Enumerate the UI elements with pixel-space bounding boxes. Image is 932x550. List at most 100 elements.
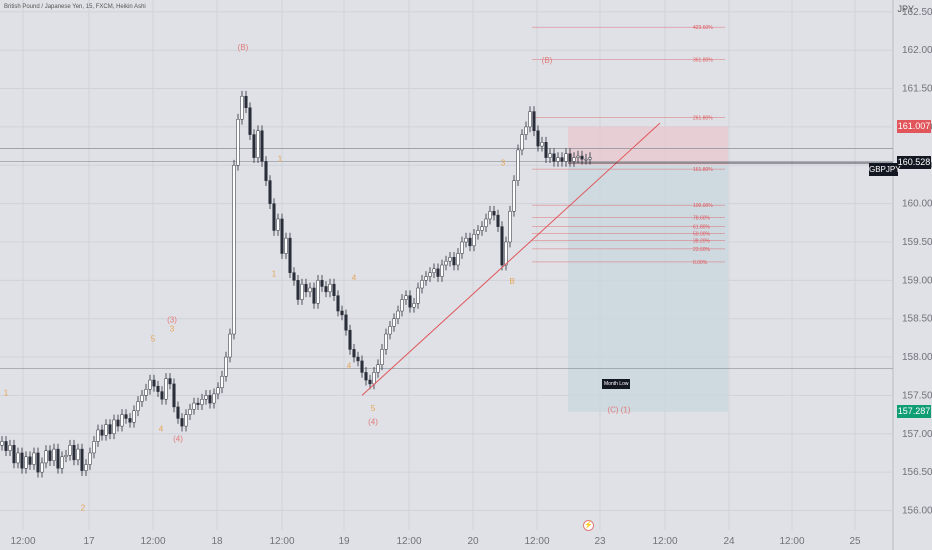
candle-body bbox=[4, 441, 8, 451]
candle-body bbox=[356, 356, 360, 362]
x-tick-label: 25 bbox=[849, 536, 861, 547]
candle-body bbox=[48, 450, 52, 461]
candle-body bbox=[300, 283, 304, 300]
y-tick-label: 156.000 bbox=[902, 505, 932, 516]
candle-body bbox=[444, 260, 448, 266]
candle-body bbox=[64, 455, 68, 458]
candle-body bbox=[472, 234, 476, 247]
candle-body bbox=[100, 429, 104, 436]
y-tick-label: 161.500 bbox=[902, 84, 932, 95]
stop-loss-zone[interactable] bbox=[568, 126, 728, 166]
candle-body bbox=[584, 158, 588, 161]
candle-body bbox=[132, 410, 136, 423]
candle-body bbox=[224, 356, 228, 377]
candle-body bbox=[260, 130, 264, 162]
y-tick-label: 157.500 bbox=[902, 390, 932, 401]
candle-body bbox=[240, 95, 244, 120]
y-tick-label: 157.000 bbox=[902, 429, 932, 440]
candle-body bbox=[588, 157, 592, 160]
candle-body bbox=[164, 378, 168, 400]
candle-body bbox=[88, 452, 92, 465]
candle-body bbox=[232, 165, 236, 335]
y-tick-label: 160.000 bbox=[902, 199, 932, 210]
candle-body bbox=[36, 452, 40, 473]
x-axis: 12:00 17 12:00 18 12:00 19 12:00 20 12:00 23 12:00… bbox=[10, 536, 861, 547]
wave-label: 5 bbox=[151, 335, 156, 344]
candle-body bbox=[168, 378, 172, 385]
wave-label: 3 bbox=[170, 325, 175, 334]
x-tick-label: 23 bbox=[594, 536, 606, 547]
x-tick-label: 12:00 bbox=[269, 536, 294, 547]
candle-body bbox=[528, 111, 532, 128]
wave-label: 5 bbox=[371, 404, 376, 413]
candle-body bbox=[476, 230, 480, 235]
y-axis: 162.500162.000161.500161.000160.500160.0… bbox=[902, 7, 932, 517]
fib-level-label: 23.60% bbox=[693, 247, 711, 253]
candle-body bbox=[396, 310, 400, 319]
flash-icon[interactable]: ⚡ bbox=[583, 520, 594, 531]
candle-body bbox=[160, 391, 164, 400]
fib-level-label: 50.00% bbox=[693, 232, 711, 238]
fib-level-label: 161.80% bbox=[693, 167, 713, 173]
candle-body bbox=[8, 445, 12, 451]
take-profit-zone[interactable] bbox=[568, 165, 728, 412]
candle-body bbox=[428, 272, 432, 277]
candle-body bbox=[248, 107, 252, 135]
x-tick-label: 12:00 bbox=[10, 536, 35, 547]
candle-body bbox=[208, 395, 212, 404]
candle-body bbox=[412, 303, 416, 308]
candle-body bbox=[452, 257, 456, 266]
candle-body bbox=[120, 414, 124, 427]
target-price-tag: 157.287 bbox=[897, 405, 931, 419]
candle-body bbox=[68, 445, 72, 456]
candle-body bbox=[316, 280, 320, 304]
x-tick-label: 17 bbox=[83, 536, 95, 547]
candle-body bbox=[440, 264, 444, 277]
candle-body bbox=[380, 349, 384, 365]
candle-body bbox=[552, 153, 556, 162]
candle-body bbox=[12, 445, 16, 464]
candle-body bbox=[272, 203, 276, 231]
candle-body bbox=[460, 241, 464, 254]
candle-body bbox=[328, 283, 332, 293]
candle-body bbox=[200, 399, 204, 405]
candle-body bbox=[360, 360, 364, 373]
candle-body bbox=[148, 379, 152, 390]
candle-body bbox=[416, 287, 420, 304]
candle-body bbox=[280, 218, 284, 254]
fib-level-label: 261.80% bbox=[693, 116, 713, 122]
wave-label: (4) bbox=[173, 434, 183, 443]
candle-body bbox=[512, 180, 516, 212]
x-tick-label: 12:00 bbox=[779, 536, 804, 547]
candle-body bbox=[496, 214, 500, 227]
symbol-tag: GBPJPY bbox=[869, 163, 901, 176]
candle-body bbox=[16, 452, 20, 464]
wave-label: 4 bbox=[159, 424, 164, 433]
candle-body bbox=[544, 142, 548, 158]
fib-level-label: 61.80% bbox=[693, 225, 711, 231]
candle-body bbox=[408, 295, 412, 308]
candle-body bbox=[332, 283, 336, 296]
trend-line[interactable] bbox=[361, 122, 661, 396]
candle-series bbox=[0, 90, 592, 478]
candle-body bbox=[20, 452, 24, 469]
x-tick-label: 24 bbox=[723, 536, 735, 547]
wave-label: 1 bbox=[4, 388, 9, 397]
candle-body bbox=[560, 157, 564, 162]
x-tick-label: 12:00 bbox=[524, 536, 549, 547]
fib-level-label: 361.80% bbox=[693, 57, 713, 63]
candle-body bbox=[0, 441, 4, 446]
candle-body bbox=[384, 333, 388, 350]
candle-body bbox=[236, 118, 240, 166]
candle-body bbox=[28, 456, 32, 465]
candle-body bbox=[516, 149, 520, 181]
wave-label: 4 bbox=[352, 273, 357, 282]
candle-body bbox=[72, 445, 76, 461]
candle-body bbox=[368, 379, 372, 385]
candle-body bbox=[564, 153, 568, 162]
x-tick-label: 20 bbox=[467, 536, 479, 547]
candle-body bbox=[548, 153, 552, 158]
month-low-label: Month Low bbox=[602, 379, 631, 389]
wave-label: 2 bbox=[81, 503, 86, 512]
